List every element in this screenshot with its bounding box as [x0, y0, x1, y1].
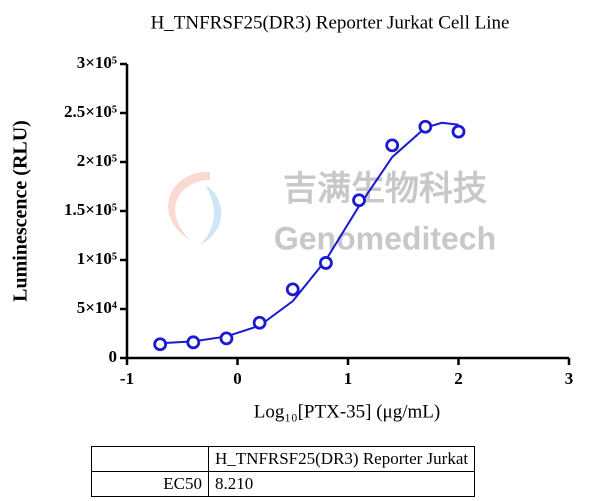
data-point: [418, 119, 433, 134]
y-tick-label: 5×10⁴: [77, 298, 117, 317]
x-tick-label: 1: [344, 369, 353, 388]
y-tick-label: 3×10⁵: [77, 53, 117, 72]
chart: 吉满生物科技 Genomeditech H_TNFRSF25(DR3) Repo…: [10, 12, 574, 422]
data-point: [219, 331, 234, 346]
table-cell: EC50: [91, 471, 209, 497]
table-cell: [91, 446, 209, 472]
data-point: [252, 315, 267, 330]
watermark-cn: 吉满生物科技: [283, 170, 487, 208]
x-axis-label: Log₁₀[PTX-35] (μg/mL): [254, 401, 440, 422]
watermark-logo: [168, 171, 222, 245]
table-row: H_TNFRSF25(DR3) Reporter Jurkat: [91, 446, 476, 472]
x-tick-label: -1: [120, 369, 134, 388]
y-tick-label: 0: [109, 347, 118, 366]
data-point: [352, 193, 366, 208]
data-point: [385, 138, 400, 153]
table-row: EC50 8.210: [91, 471, 476, 497]
y-tick-label: 1.5×10⁵: [64, 200, 117, 219]
data-point: [285, 282, 300, 297]
chart-title: H_TNFRSF25(DR3) Reporter Jurkat Cell Lin…: [151, 12, 510, 33]
y-tick-label: 2×10⁵: [77, 151, 117, 170]
table-cell: H_TNFRSF25(DR3) Reporter Jurkat: [207, 446, 476, 472]
data-point: [186, 335, 201, 350]
data-point: [318, 256, 333, 270]
x-tick-label: 3: [565, 369, 574, 388]
table-cell: 8.210: [207, 471, 476, 497]
y-tick-label: 2.5×10⁵: [64, 102, 117, 121]
data-point: [451, 124, 466, 139]
watermark-en: Genomeditech: [274, 220, 496, 256]
y-axis-label: Luminescence (RLU): [10, 120, 32, 302]
x-tick-label: 0: [233, 369, 242, 388]
data-point: [153, 337, 168, 352]
result-table: H_TNFRSF25(DR3) Reporter Jurkat EC50 8.21…: [91, 446, 476, 497]
y-tick-label: 1×10⁵: [77, 249, 117, 268]
x-tick-label: 2: [454, 369, 463, 388]
